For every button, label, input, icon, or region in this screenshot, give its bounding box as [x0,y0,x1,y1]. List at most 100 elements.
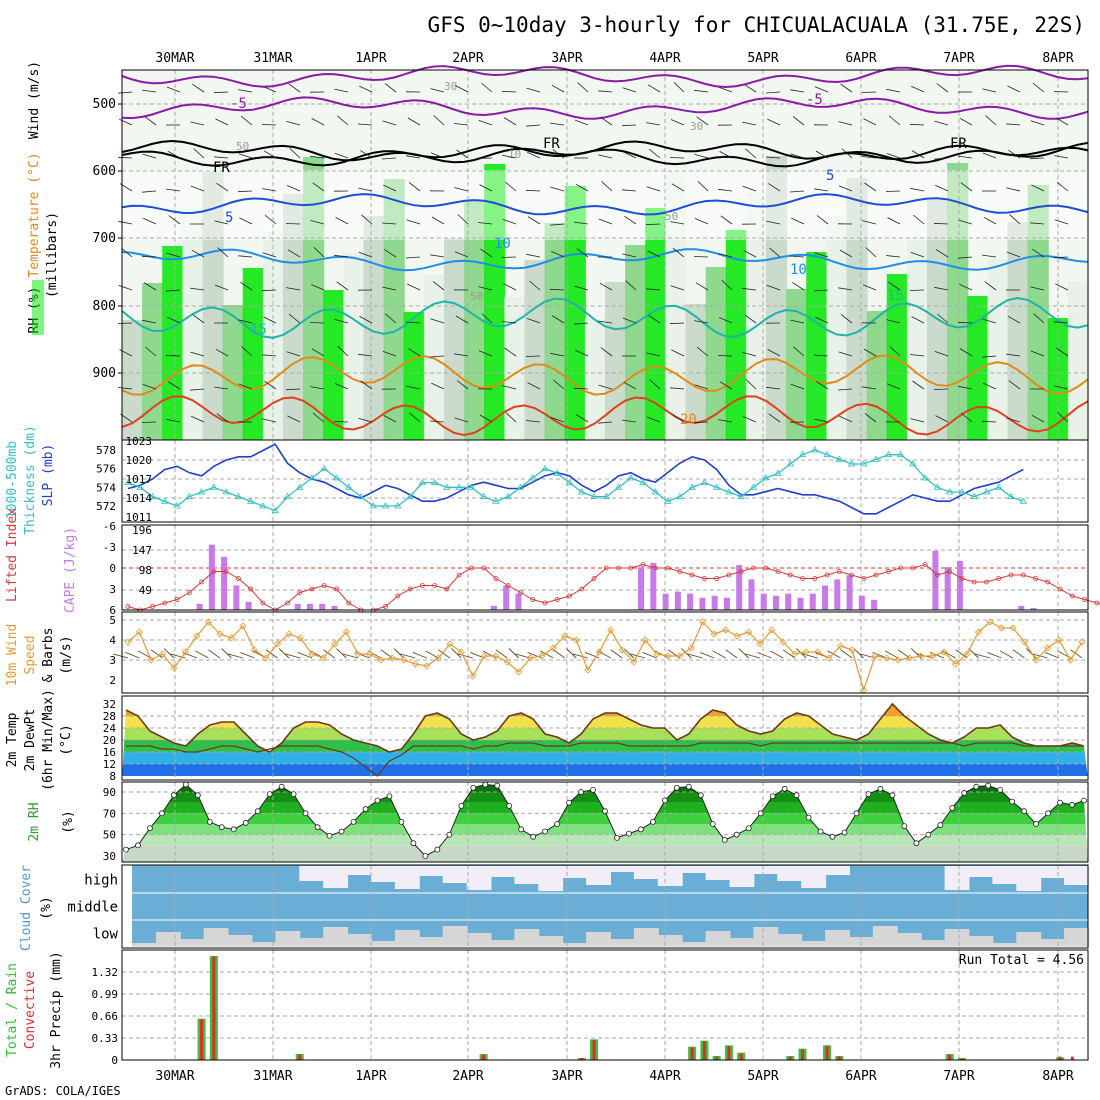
low-cloud-fill [514,929,540,947]
wind-barb [361,214,373,225]
wind-marker [940,648,948,656]
slp-tick: 1017 [126,473,153,486]
wind-10m-panel: 5 4 3 2 10m Wind Speed & Barbs (m/s) [5,611,1089,694]
wind-barb [838,185,853,192]
cape-bar [233,585,240,610]
wind-barb [693,256,709,258]
lifted-marker [554,597,560,602]
lifted-marker [456,572,462,578]
wind-barb [289,148,301,159]
low-cloud-fill [275,931,301,947]
rh-marker [1045,810,1051,817]
thickness-marker [529,474,537,481]
wind-barb [285,388,301,391]
wind-marker [630,658,638,666]
wind-barb [137,650,152,659]
high-cloud-gap [777,866,803,881]
wind-barb [455,85,469,93]
wind-barb [163,648,175,659]
rh-shading-column [504,297,526,440]
contour-label: 15 [250,322,267,338]
wind-barb [648,148,661,159]
date-label: 31MAR [253,51,292,66]
wind-barb [1044,651,1060,659]
wind-barb [358,251,373,258]
wind-marker [676,652,684,660]
wind-barb [968,648,979,659]
wind-barb [767,349,781,357]
wind-barb [838,287,853,291]
wind-barb [118,285,133,291]
rh-marker [1057,799,1063,806]
wind-marker [354,650,362,658]
low-cloud-fill [1040,939,1066,947]
wind-barb [1032,82,1045,93]
thickness-marker [786,460,794,467]
lifted-marker [346,600,352,606]
wind-barb [432,281,445,291]
precip-convective-bar [788,1056,792,1060]
wind-barb [237,190,253,193]
rh-marker [530,833,537,840]
wind-barb [649,379,661,390]
wind-barb [767,118,781,126]
wind-barb [934,157,949,160]
thickness-marker [921,474,929,481]
cape-tick: 98 [139,564,152,577]
rh-shading-column [1067,281,1089,440]
thickness-marker [896,450,905,458]
thickness-marker [602,492,610,500]
thickness-marker [197,488,206,495]
lifted-marker [468,565,474,571]
wind-barb [505,181,517,192]
wind-barb [864,182,877,192]
wind-barb [381,222,397,225]
lifted-marker [260,600,266,606]
rh-marker [494,782,501,789]
temp-tick: 28 [103,710,116,723]
slp-tick: 1014 [126,492,153,505]
wind-marker [377,656,385,664]
wind-barb [359,85,373,93]
thickness-marker [553,469,561,476]
wind-barb [385,313,397,324]
thickness-marker [222,488,230,495]
rh-marker [266,791,273,798]
wind-barb [478,286,493,291]
wind-barb [646,352,661,357]
temp-band [122,764,1088,776]
thickness-marker [565,478,574,486]
rh-shading-column [1007,222,1029,440]
lifted-tick: 3 [109,583,116,596]
wind-barb [721,280,733,291]
wind-barb [983,216,997,225]
wind-barb [454,251,469,258]
wind-barb [1054,321,1069,324]
wind-barb [504,347,517,357]
thickness-marker [688,483,696,490]
lifted-marker [922,562,928,567]
cape-bar [858,595,865,610]
wind-barb [645,223,661,226]
cape-bar [809,593,816,610]
thickness-marker [369,502,377,509]
wind-barb [190,351,205,357]
wind-barb [359,316,373,324]
high-cloud-gap [729,866,755,887]
lifted-marker [824,572,830,578]
wind-barb [647,250,661,258]
thickness-tick: 574 [96,481,116,494]
lifted-marker [1033,576,1038,581]
wind-barb [1055,117,1069,126]
thickness-marker [933,483,942,490]
rh-shading-column [725,230,747,440]
wind-marker [526,654,534,662]
temperature-contour [121,96,1089,120]
precip-convective-bar [715,1056,719,1060]
wind-marker [538,652,546,660]
cape-bar [932,550,939,610]
wind-barb [814,252,829,258]
thickness-marker [725,488,733,495]
rh-marker [242,820,249,826]
wind-barb [336,281,349,291]
